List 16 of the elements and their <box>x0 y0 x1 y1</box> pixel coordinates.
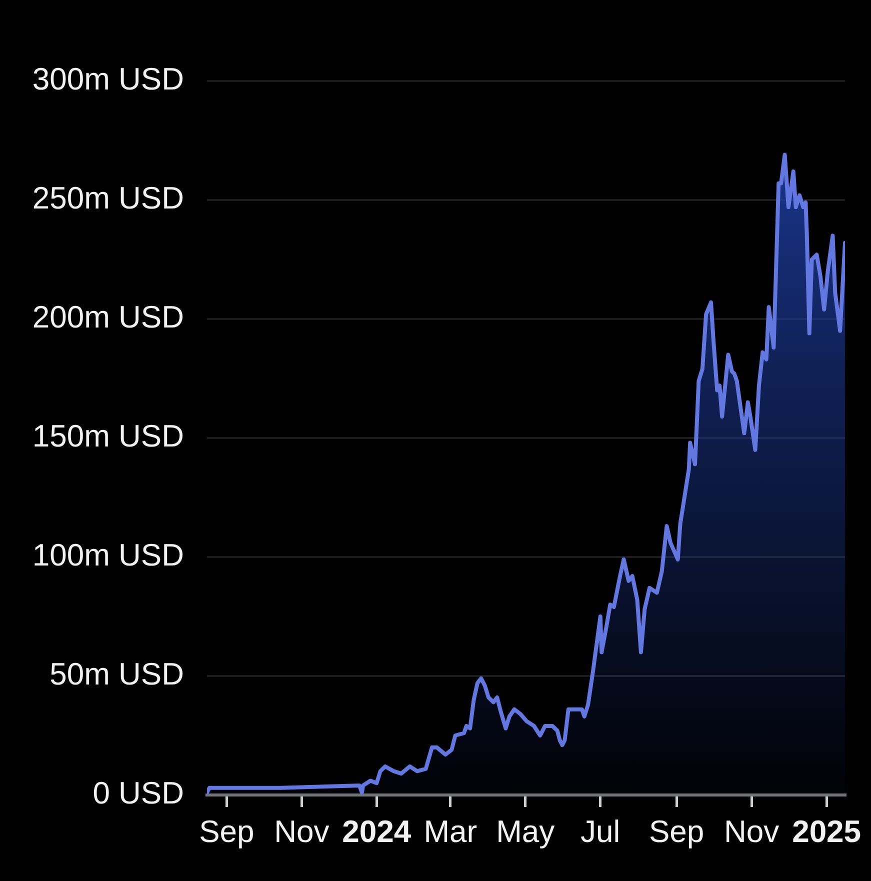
x-tick-label: Sep <box>649 814 704 850</box>
x-tick-label: Sep <box>199 814 254 850</box>
x-tick-label: Jul <box>580 814 620 850</box>
y-tick-label: 150m USD <box>32 418 184 454</box>
y-tick-label: 100m USD <box>32 538 184 573</box>
x-tick-label: Mar <box>424 814 478 850</box>
x-tick-label: Nov <box>724 814 780 850</box>
y-tick-label: 0 USD <box>92 776 184 811</box>
x-tick-label: Nov <box>274 814 330 850</box>
y-tick-label: 50m USD <box>50 656 184 692</box>
y-tick-label: 200m USD <box>32 300 184 335</box>
x-tick-label: May <box>496 814 556 850</box>
x-tick-label: 2025 <box>792 814 862 850</box>
y-tick-label: 250m USD <box>32 180 184 216</box>
x-tick-label: 2024 <box>342 814 412 850</box>
y-tick-label: 300m USD <box>32 62 184 97</box>
